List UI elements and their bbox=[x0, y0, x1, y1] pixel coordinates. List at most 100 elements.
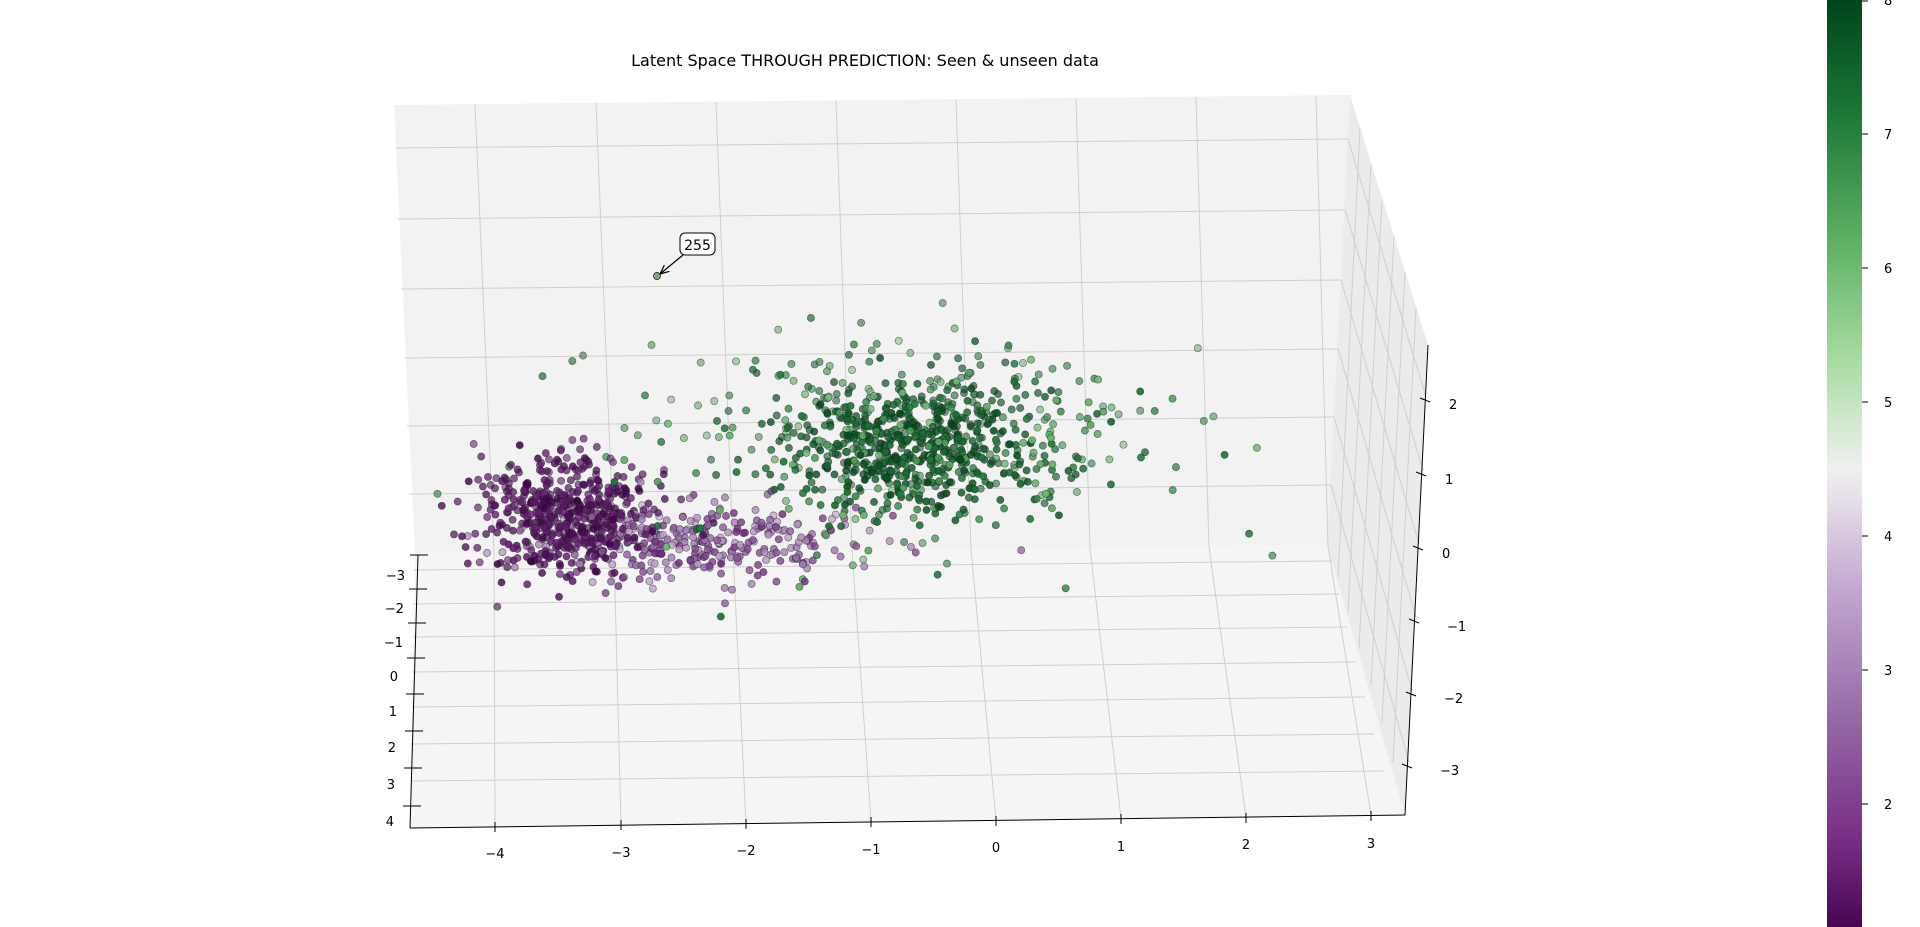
scatter-point bbox=[762, 555, 771, 564]
scatter-point bbox=[989, 426, 998, 435]
scatter-point bbox=[870, 392, 878, 401]
scatter-point bbox=[859, 511, 868, 519]
scatter-point bbox=[882, 473, 891, 482]
scatter-point bbox=[979, 472, 988, 481]
scatter-point bbox=[588, 578, 597, 587]
scatter-point bbox=[998, 427, 1007, 436]
scatter-point bbox=[859, 555, 868, 564]
grid-line bbox=[835, 100, 853, 551]
scatter-point bbox=[1043, 413, 1052, 422]
scatter-point bbox=[971, 337, 980, 346]
scatter-point bbox=[510, 563, 519, 572]
axis-lines bbox=[409, 344, 1429, 829]
scatter-point bbox=[810, 453, 819, 462]
scatter-point bbox=[754, 560, 763, 569]
scatter-point bbox=[453, 497, 462, 506]
scatter-point bbox=[922, 506, 931, 514]
scatter-point bbox=[712, 470, 721, 479]
scatter-point bbox=[580, 528, 589, 537]
scatter-point bbox=[940, 471, 949, 480]
scatter-point bbox=[812, 551, 821, 560]
scatter-point bbox=[748, 365, 757, 374]
scatter-point bbox=[702, 431, 711, 440]
scatter-point bbox=[751, 506, 760, 514]
scatter-point bbox=[596, 534, 605, 543]
scatter-point bbox=[636, 478, 645, 486]
scatter-point bbox=[1061, 584, 1070, 593]
scatter-point bbox=[1012, 394, 1021, 403]
scatter-point bbox=[1032, 494, 1041, 503]
scatter-point bbox=[798, 560, 807, 569]
scatter-point bbox=[504, 504, 513, 513]
scatter-point bbox=[761, 464, 770, 473]
scatter-point bbox=[844, 409, 853, 418]
scatter-point bbox=[562, 573, 571, 582]
scatter-point bbox=[594, 476, 603, 485]
scatter-point bbox=[783, 423, 792, 432]
scatter-point bbox=[587, 512, 596, 521]
scatter-point bbox=[540, 523, 549, 532]
scatter-point bbox=[478, 482, 487, 491]
scatter-point bbox=[660, 495, 669, 503]
scatter-point bbox=[1119, 440, 1128, 449]
scatter-point bbox=[881, 447, 890, 456]
scatter-point bbox=[568, 487, 577, 496]
scatter-point bbox=[885, 537, 894, 546]
scatter-point bbox=[562, 523, 571, 532]
scatter-point bbox=[797, 432, 806, 441]
scatter-point bbox=[862, 398, 871, 406]
scatter-point bbox=[914, 494, 923, 503]
scatter-point bbox=[836, 552, 845, 561]
scatter-point bbox=[808, 556, 817, 565]
scatter-point bbox=[830, 546, 839, 555]
scatter-point bbox=[881, 379, 890, 388]
scatter-point bbox=[1137, 453, 1145, 462]
scatter-point bbox=[874, 484, 882, 493]
scatter-point bbox=[973, 419, 982, 428]
scatter-point bbox=[1004, 341, 1013, 350]
grid-line bbox=[411, 696, 1366, 708]
scatter-point bbox=[867, 346, 876, 355]
scatter-point bbox=[951, 516, 960, 525]
scatter-point bbox=[1064, 466, 1073, 475]
scatter-point bbox=[918, 539, 927, 548]
scatter-point bbox=[994, 390, 1002, 399]
scatter-point bbox=[626, 494, 635, 503]
scatter-point bbox=[653, 573, 662, 582]
scatter-point bbox=[895, 409, 904, 418]
scatter-point bbox=[774, 325, 783, 334]
scatter-point bbox=[559, 501, 568, 510]
scatter-point bbox=[1036, 460, 1045, 469]
scatter-point bbox=[650, 559, 659, 568]
scatter-point bbox=[1268, 551, 1277, 560]
scatter-point bbox=[679, 434, 688, 442]
scatter-point bbox=[685, 494, 694, 503]
scatter-point bbox=[876, 439, 885, 448]
scatter-point bbox=[872, 427, 881, 436]
scatter-point bbox=[966, 422, 975, 431]
scatter-point bbox=[795, 582, 804, 591]
scatter-point bbox=[902, 469, 910, 478]
grid-line bbox=[1370, 235, 1395, 686]
z-tick-label: −3 bbox=[1440, 764, 1459, 779]
scatter-point bbox=[841, 500, 849, 509]
scatter-point bbox=[903, 435, 912, 444]
scatter-point bbox=[824, 393, 833, 402]
scatter-point bbox=[787, 359, 796, 368]
scatter-point bbox=[947, 403, 956, 412]
scatter-point bbox=[933, 407, 942, 416]
scatter-point bbox=[675, 545, 684, 554]
y-tick-label: 1 bbox=[389, 705, 397, 720]
scatter-point bbox=[742, 406, 751, 415]
scatter-point bbox=[526, 510, 535, 519]
scatter-point bbox=[1136, 406, 1145, 415]
scatter-point bbox=[573, 496, 582, 505]
scatter-point bbox=[562, 453, 571, 462]
scatter-point bbox=[958, 364, 967, 373]
scatter-point bbox=[1114, 410, 1123, 419]
scatter-point bbox=[748, 536, 757, 545]
scatter-point bbox=[982, 402, 991, 411]
scatter-point bbox=[469, 440, 478, 448]
scatter-point bbox=[710, 497, 719, 506]
scatter-point bbox=[700, 563, 709, 572]
